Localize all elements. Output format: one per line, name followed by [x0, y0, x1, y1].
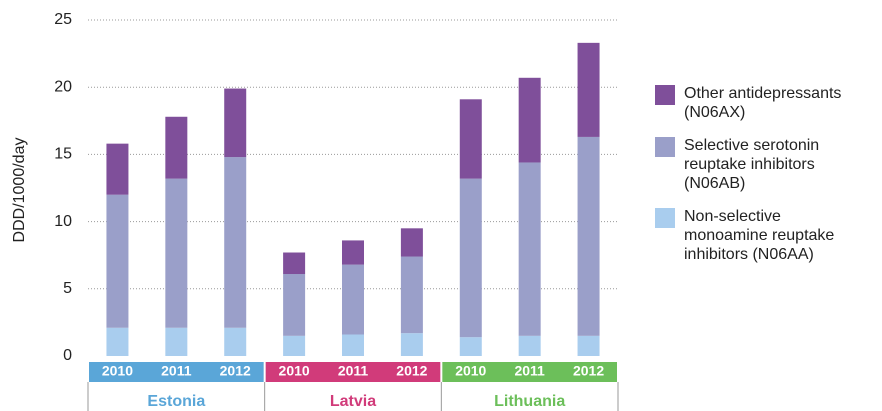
group-band: [89, 362, 264, 382]
bar-segment: [342, 264, 364, 335]
bar-segment: [459, 337, 482, 356]
legend-swatch: [655, 208, 675, 228]
bar-segment: [518, 162, 541, 336]
bar-segment: [459, 178, 482, 338]
legend-label: Other antidepressants (N06AX): [684, 85, 842, 121]
x-tick-label: 2012: [396, 363, 427, 379]
bar-segment: [459, 99, 482, 179]
bar-segment: [224, 88, 247, 158]
bar-segment: [106, 143, 129, 195]
bar-segment: [400, 256, 423, 334]
group-label: Latvia: [330, 393, 376, 410]
bar-segment: [283, 274, 306, 336]
x-tick-label: 2012: [573, 363, 604, 379]
legend-swatch: [655, 85, 675, 105]
legend-label: Selective serotonin reuptake inhibitors …: [684, 137, 820, 192]
bar-segment: [577, 335, 600, 356]
x-tick-label: 2010: [102, 363, 133, 379]
x-tick-label: 2010: [279, 363, 310, 379]
bar-segment: [577, 42, 600, 137]
legend-item: Selective serotonin reuptake inhibitors …: [655, 136, 880, 193]
x-tick-label: 2011: [514, 363, 545, 379]
bar-segment: [518, 77, 541, 163]
bar-segment: [518, 335, 541, 356]
group-band: [442, 362, 617, 382]
legend-label: Non-selective monoamine reuptake inhibit…: [684, 208, 835, 263]
x-tick-label: 2010: [455, 363, 486, 379]
bar-segment: [400, 228, 423, 257]
x-tick-label: 2011: [338, 363, 369, 379]
group-label: Lithuania: [494, 393, 565, 410]
x-tick-label: 2012: [220, 363, 251, 379]
y-tick-label: 10: [54, 213, 72, 230]
group-band: [265, 362, 441, 382]
bar-segment: [400, 333, 423, 356]
bar-segment: [577, 136, 600, 336]
legend-item: Other antidepressants (N06AX): [655, 84, 880, 122]
legend-item: Non-selective monoamine reuptake inhibit…: [655, 207, 880, 264]
bar-segment: [165, 327, 188, 356]
bar-segment: [224, 157, 247, 328]
bar-segment: [106, 194, 129, 328]
y-axis-label: DDD/1000/day: [11, 138, 28, 243]
y-tick-label: 5: [63, 280, 72, 297]
y-tick-label: 20: [54, 78, 72, 95]
y-tick-label: 25: [54, 11, 72, 28]
bar-segment: [342, 240, 364, 265]
legend-swatch: [655, 137, 675, 157]
group-label: Estonia: [147, 393, 205, 410]
x-tick-label: 2011: [161, 363, 192, 379]
bar-segment: [283, 335, 306, 356]
bar-segment: [165, 116, 188, 179]
legend: Other antidepressants (N06AX) Selective s…: [655, 84, 880, 278]
bar-segment: [106, 327, 129, 356]
y-tick-label: 0: [63, 347, 72, 364]
bar-segment: [283, 252, 306, 275]
bar-segment: [165, 178, 188, 328]
bar-segment: [224, 327, 247, 356]
y-tick-label: 15: [54, 146, 72, 163]
bar-segment: [342, 334, 364, 356]
